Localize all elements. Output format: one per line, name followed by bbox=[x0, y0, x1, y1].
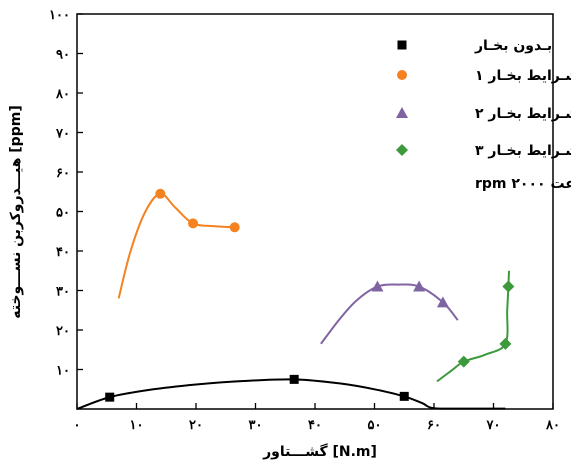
y-tick-label: ۱۰۰ bbox=[49, 8, 70, 23]
y-tick-label: ۹۰ bbox=[56, 48, 70, 63]
y-axis-ticks: ۱۰ ۲۰ ۳۰ ۴۰ ۵۰ ۶۰ ۷۰ ۸۰ ۹۰ ۱۰۰ bbox=[49, 8, 83, 379]
y-tick-label: ۳۰ bbox=[56, 285, 70, 300]
y-axis-title: [ppm] هیـــدروکربن نســـوخته bbox=[8, 105, 24, 318]
data-point-series-2 bbox=[155, 188, 166, 199]
data-point-series-3 bbox=[436, 296, 449, 308]
y-tick-label: ۸۰ bbox=[55, 87, 70, 102]
legend-marker-2 bbox=[397, 70, 407, 80]
x-tick-label: ۲۰ bbox=[189, 418, 203, 433]
data-point-series-4 bbox=[502, 280, 515, 293]
y-tick-label: ۵۰ bbox=[56, 206, 70, 221]
x-axis-title: [N.m] گشـــتاور bbox=[262, 443, 377, 460]
y-tick-label: ۲۰ bbox=[56, 324, 70, 339]
legend-label-1: بـدون بخـار bbox=[474, 38, 552, 54]
data-point-series-2 bbox=[188, 218, 199, 229]
legend-label-4: شـرایط بخـار ۳ bbox=[475, 143, 571, 159]
x-axis-ticks: ۰ ۱۰ ۲۰ ۳۰ ۴۰ ۵۰ ۶۰ ۷۰ ۸۰ bbox=[74, 403, 560, 433]
legend-label-2: شـرایط بخـار ۱ bbox=[475, 68, 571, 84]
x-tick-label: ۶۰ bbox=[427, 418, 441, 433]
legend-label-3: شـرایط بخـار ۲ bbox=[475, 106, 571, 122]
series-line-3 bbox=[320, 283, 459, 345]
y-tick-label: ۷۰ bbox=[55, 127, 70, 142]
series-line-2 bbox=[117, 192, 235, 299]
data-point-series-3 bbox=[371, 280, 384, 292]
legend-marker-3 bbox=[396, 107, 408, 118]
x-tick-label: ۰ bbox=[74, 418, 81, 433]
data-point-series-4 bbox=[499, 337, 512, 350]
legend: بـدون بخـار شـرایط بخـار ۱ شـرایط بخـار ۲ ش… bbox=[396, 38, 571, 159]
y-tick-label: ۶۰ bbox=[56, 166, 70, 181]
series-line-4 bbox=[436, 270, 510, 383]
y-tick-label: ۴۰ bbox=[56, 245, 70, 260]
x-tick-label: ۵۰ bbox=[368, 418, 382, 433]
series-markers bbox=[105, 188, 515, 402]
data-point-series-3 bbox=[413, 280, 426, 292]
x-tick-label: ۴۰ bbox=[308, 418, 322, 433]
y-tick-label: ۱۰ bbox=[56, 364, 70, 379]
legend-marker-1 bbox=[397, 40, 407, 50]
legend-marker-4 bbox=[396, 144, 408, 156]
x-tick-label: ۳۰ bbox=[249, 418, 263, 433]
data-point-series-2 bbox=[229, 222, 240, 233]
x-tick-label: ۱۰ bbox=[130, 418, 144, 433]
x-tick-label: ۷۰ bbox=[486, 418, 501, 433]
data-point-series-4 bbox=[457, 355, 470, 368]
data-point-series-1 bbox=[399, 391, 409, 401]
x-tick-label: ۸۰ bbox=[545, 418, 560, 433]
data-point-series-1 bbox=[105, 392, 115, 402]
speed-note: سرعت ۲۰۰۰ rpm bbox=[475, 176, 571, 192]
data-point-series-1 bbox=[289, 374, 299, 384]
